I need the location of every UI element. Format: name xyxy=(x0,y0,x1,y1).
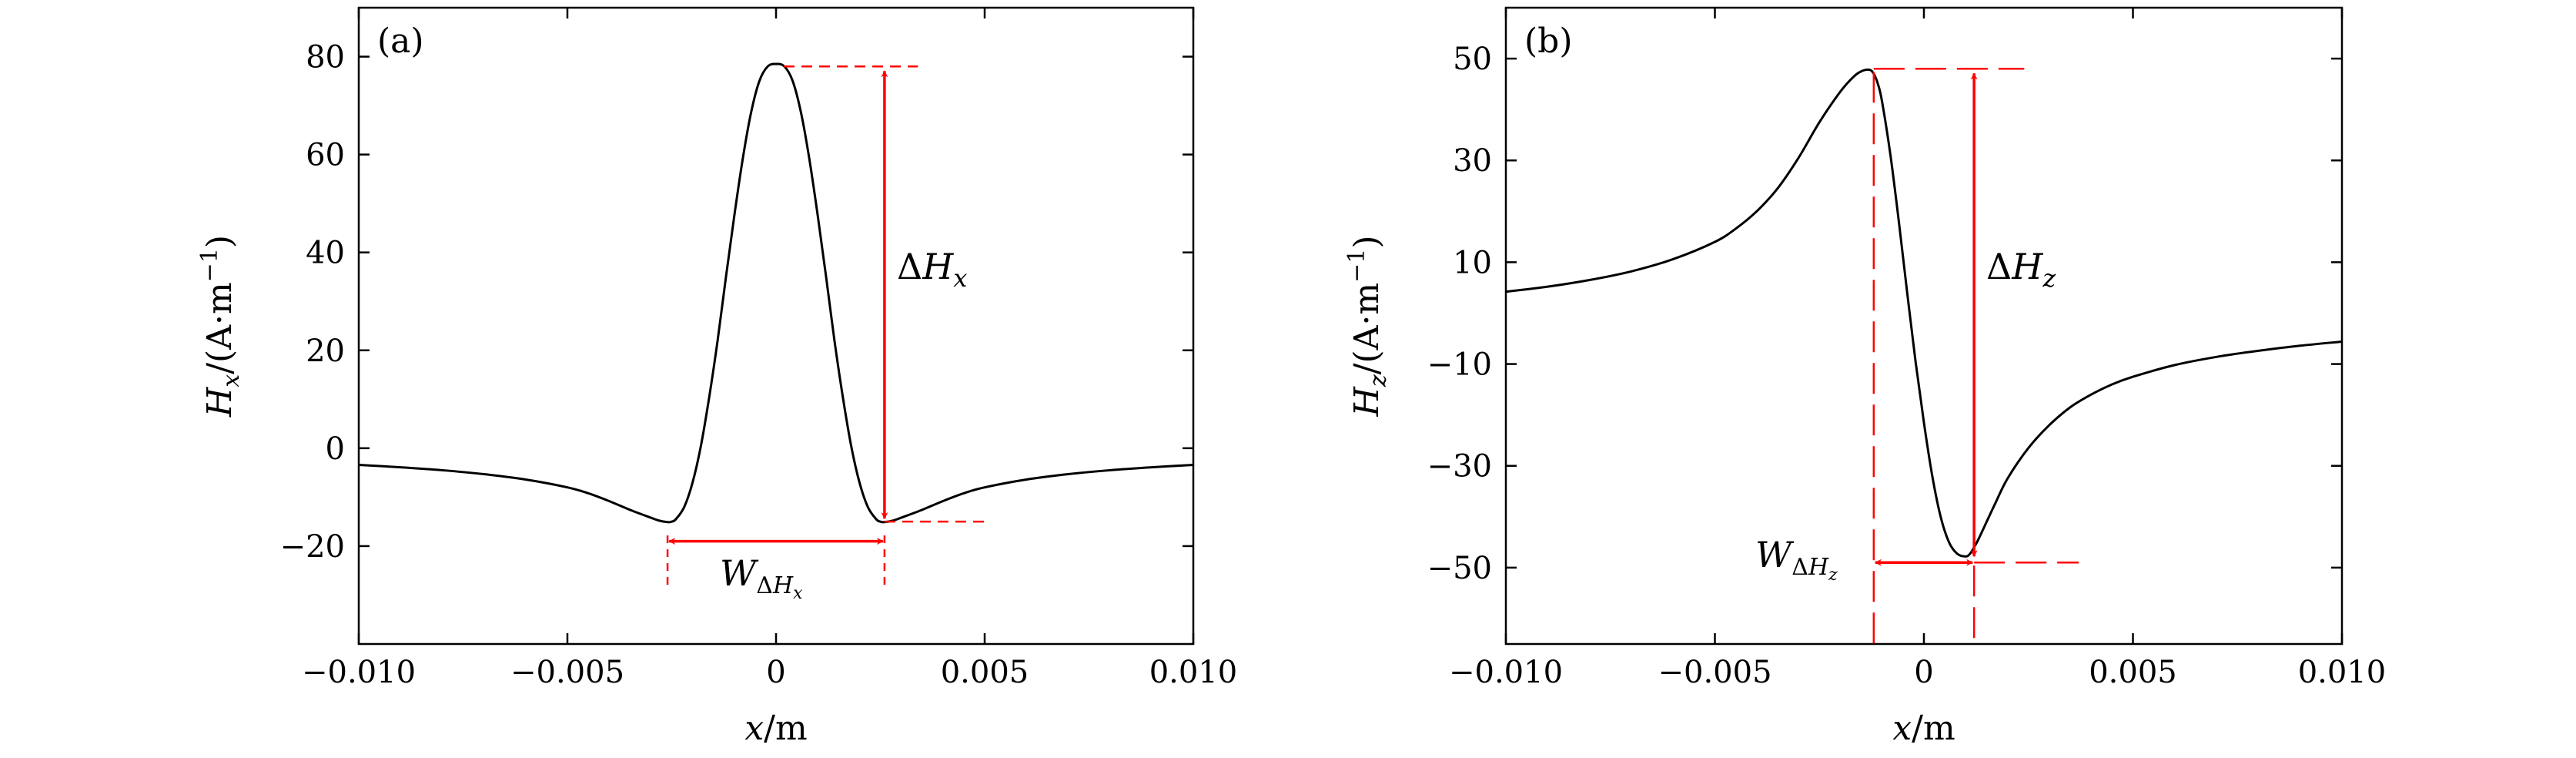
x-tick-labels: −0.010 −0.005 0 0.005 0.010 xyxy=(1449,655,2386,690)
panel-label: (a) xyxy=(377,22,424,61)
x-tick-label: 0.005 xyxy=(2089,655,2177,690)
y-axis-title: Hx/(A·m−1) xyxy=(196,235,245,418)
x-tick-label: 0.010 xyxy=(2298,655,2387,690)
y-tick-labels: −20 0 20 40 60 80 xyxy=(280,40,345,565)
y-tick-label: −20 xyxy=(280,529,345,565)
y-tick-label: 10 xyxy=(1453,245,1492,280)
y-tick-marks xyxy=(1506,57,2342,569)
x-tick-labels: −0.010 −0.005 0 0.005 0.010 xyxy=(302,655,1237,690)
x-tick-label: 0.005 xyxy=(941,655,1029,690)
width-label: WΔHx xyxy=(720,552,803,603)
x-tick-marks xyxy=(357,8,1195,644)
panel-a: −0.010 −0.005 0 0.005 0.010 −20 0 20 40 60 80 (a)… xyxy=(196,6,1237,748)
y-tick-label: −10 xyxy=(1427,347,1492,383)
y-tick-label: 30 xyxy=(1453,143,1492,179)
x-tick-label: −0.005 xyxy=(1658,655,1771,690)
x-tick-label: 0.010 xyxy=(1149,655,1238,690)
x-tick-label: −0.005 xyxy=(510,655,624,690)
plot-area-frame xyxy=(357,6,1195,646)
series-line-hx xyxy=(358,62,1194,524)
delta-label: ΔHx xyxy=(897,246,967,293)
y-tick-label: 0 xyxy=(326,431,345,467)
annotation-layer xyxy=(666,65,985,590)
y-tick-labels: −50 −30 −10 10 30 50 xyxy=(1427,42,1492,586)
series-line-hz xyxy=(1505,68,2343,558)
y-tick-label: 50 xyxy=(1453,42,1492,77)
y-tick-label: −30 xyxy=(1427,449,1492,485)
x-tick-marks xyxy=(1504,8,2343,644)
y-tick-label: −50 xyxy=(1427,551,1492,586)
panel-b: −0.010 −0.005 0 0.005 0.010 −50−30−10103050 … xyxy=(1343,6,2386,748)
x-axis-title: x/m xyxy=(1892,709,1955,748)
y-axis-title: Hz/(A·m−1) xyxy=(1343,235,1392,417)
y-tick-label: 20 xyxy=(306,334,345,369)
y-tick-label: 60 xyxy=(306,138,345,173)
x-tick-label: −0.010 xyxy=(302,655,416,690)
y-tick-label: 80 xyxy=(306,40,345,75)
y-tick-label: 40 xyxy=(306,236,345,271)
x-tick-label: −0.010 xyxy=(1449,655,1563,690)
width-label: WΔHz xyxy=(1755,534,1838,585)
x-tick-label: 0 xyxy=(766,655,785,690)
annotation-layer xyxy=(1872,68,2079,647)
x-tick-label: 0 xyxy=(1914,655,1933,690)
panel-label: (b) xyxy=(1524,22,1573,61)
y-tick-marks xyxy=(359,55,1193,548)
delta-label: ΔHz xyxy=(1986,246,2056,293)
x-axis-title: x/m xyxy=(744,709,807,748)
plot-area-frame xyxy=(1504,6,2343,646)
